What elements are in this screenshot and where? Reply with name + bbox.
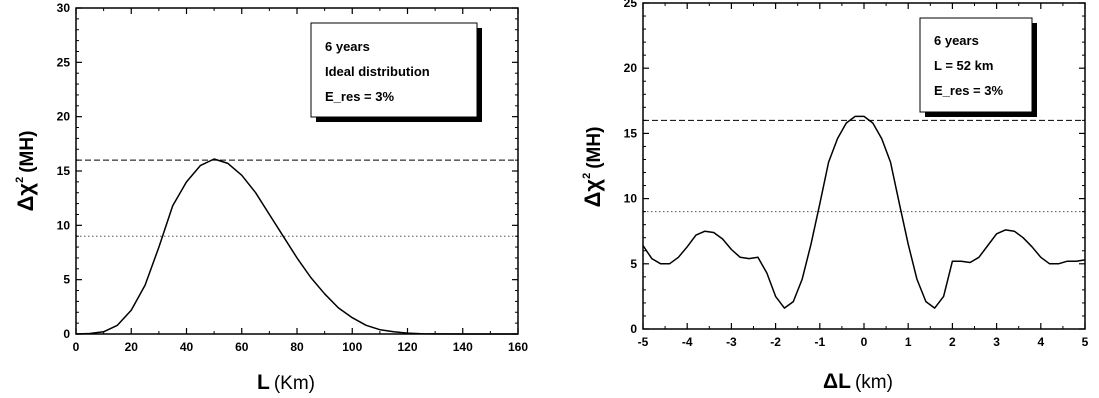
x-tick-label: -2 xyxy=(770,335,781,349)
x-tick-label: -4 xyxy=(682,335,693,349)
x-tick-label: 60 xyxy=(235,340,249,354)
y-tick-label: 20 xyxy=(57,110,71,124)
legend-line-2: Ideal distribution xyxy=(325,64,430,79)
y-tick-label: 5 xyxy=(630,257,637,271)
y-tick-label: 25 xyxy=(624,0,638,10)
legend-line-3: E_res = 3% xyxy=(325,89,394,104)
y-axis-label-unit: (MH) xyxy=(584,127,605,169)
x-tick-label: 0 xyxy=(861,335,868,349)
y-tick-label: 0 xyxy=(63,327,70,341)
x-tick-label: -5 xyxy=(638,335,649,349)
x-tick-label: 4 xyxy=(1037,335,1044,349)
y-axis-label-sup: 2 xyxy=(14,177,26,183)
chart-panel-left: 6 years Ideal distribution E_res = 3% 0 2… xyxy=(13,1,528,394)
series-line-0 xyxy=(75,158,518,335)
x-tick-label: 3 xyxy=(993,335,1000,349)
x-axis-label-main: L xyxy=(257,371,270,394)
legend-line-1: 6 years xyxy=(325,39,370,54)
y-tick-label: 15 xyxy=(57,164,71,178)
x-axis-label-unit: (km) xyxy=(855,372,893,393)
series-line-0 xyxy=(642,115,1086,309)
y-axis-label-main: Δχ xyxy=(580,179,605,208)
x-tick-label: 140 xyxy=(453,340,473,354)
y-axis-label: Δχ2 (MH) xyxy=(13,131,38,212)
x-tick-label: 2 xyxy=(949,335,956,349)
x-tick-label: 20 xyxy=(125,340,139,354)
y-tick-label: 5 xyxy=(63,273,70,287)
legend-line-1: 6 years xyxy=(934,33,979,48)
x-axis-label: ΔL (km) xyxy=(823,370,893,393)
y-tick-label: 10 xyxy=(624,192,638,206)
x-tick-label: 80 xyxy=(290,340,304,354)
x-tick-label: -1 xyxy=(814,335,825,349)
x-tick-label: 5 xyxy=(1082,335,1089,349)
legend-line-3: E_res = 3% xyxy=(934,83,1003,98)
legend-box xyxy=(919,17,1033,113)
x-tick-label: 0 xyxy=(73,340,80,354)
x-axis-label: L (Km) xyxy=(257,371,315,394)
x-axis-label-main: ΔL xyxy=(823,370,851,393)
chart-panel-right: 6 years L = 52 km E_res = 3% -5 -4 -3 -2 -1 0… xyxy=(580,0,1089,393)
x-tick-label: 120 xyxy=(397,340,417,354)
x-axis-label-unit: (Km) xyxy=(274,373,315,394)
y-tick-label: 10 xyxy=(57,218,71,232)
legend-box xyxy=(310,22,478,118)
y-axis-label-sup: 2 xyxy=(581,173,593,179)
x-tick-label: 160 xyxy=(508,340,528,354)
legend-line-2: L = 52 km xyxy=(934,58,993,73)
y-axis-label: Δχ2 (MH) xyxy=(580,127,605,208)
x-tick-label: 1 xyxy=(905,335,912,349)
y-tick-label: 30 xyxy=(57,1,71,15)
y-axis-label-unit: (MH) xyxy=(17,131,38,173)
y-tick-label: 25 xyxy=(57,55,71,69)
y-tick-label: 0 xyxy=(630,322,637,336)
x-tick-label: 40 xyxy=(180,340,194,354)
y-axis-label-main: Δχ xyxy=(13,183,38,212)
x-tick-label: -3 xyxy=(726,335,737,349)
y-tick-label: 15 xyxy=(624,126,638,140)
y-tick-label: 20 xyxy=(624,61,638,75)
x-tick-label: 100 xyxy=(342,340,362,354)
